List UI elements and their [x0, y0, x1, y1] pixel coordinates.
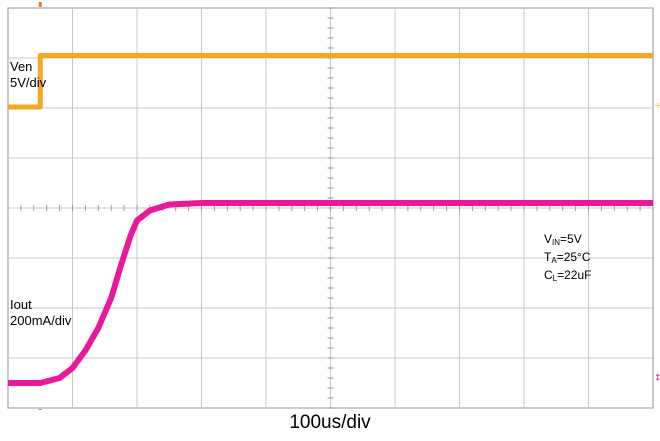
scope-plot: ÷↕ [7, 2, 660, 410]
conditions-note: VIN=5V TA=25°C CL=22uF [544, 232, 591, 286]
grid [7, 7, 654, 409]
trigger-marker-top [38, 2, 42, 7]
ven-channel-marker: ÷ [654, 101, 660, 111]
ven-name: Ven [10, 59, 33, 74]
trigger-marker-bottom [38, 409, 42, 410]
condition-ta: TA=25°C [544, 250, 591, 265]
ven-scale: 5V/div [10, 75, 47, 90]
trace-ven [8, 53, 653, 110]
iout-scale: 200mA/div [10, 313, 72, 328]
iout-channel-marker: ↕ [654, 374, 660, 384]
ven-label: Ven 5V/div [10, 59, 46, 91]
traces [8, 53, 653, 386]
condition-cl: CL=22uF [544, 268, 592, 283]
iout-label: Iout 200mA/div [10, 297, 71, 329]
iout-name: Iout [10, 297, 32, 312]
condition-vin: VIN=5V [544, 232, 582, 247]
trace-iout [8, 200, 653, 386]
markers: ÷↕ [38, 2, 660, 410]
x-axis-label: 100us/div [289, 412, 371, 433]
